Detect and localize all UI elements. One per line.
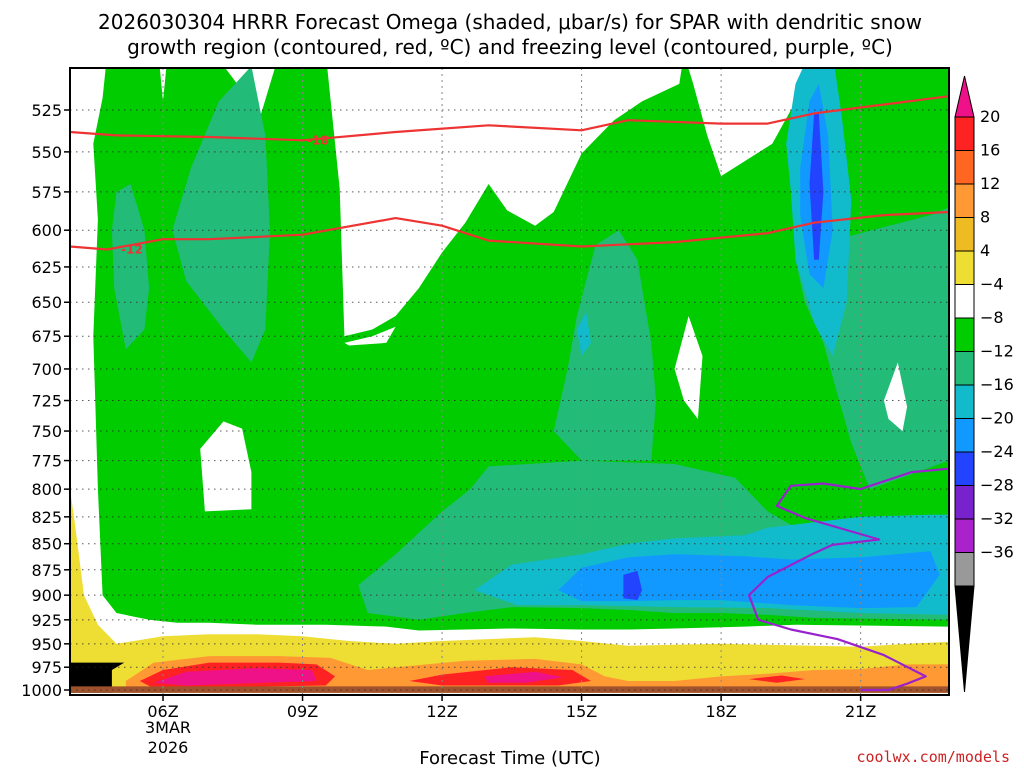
omega-region-magenta [153, 668, 317, 686]
y-axis-pressure: 525 550 575 600 625 650 675 700 725 750 775 800 825 8… [21, 101, 70, 700]
site-credit: coolwx.com/models [856, 748, 1010, 766]
y-tick-label: 550 [31, 143, 62, 162]
plot-frame [69, 67, 950, 696]
omega-region-magenta [483, 671, 563, 683]
y-tick-label: 950 [31, 635, 62, 654]
y-tick-label: 825 [31, 508, 62, 527]
colorbar-swatch [954, 183, 975, 218]
x-tick-label: 06Z [147, 702, 178, 721]
x-tick-label: 12Z [426, 702, 457, 721]
y-tick-label: 900 [31, 586, 62, 605]
y-tick-label: 600 [31, 221, 62, 240]
date-label-day: 3MAR [145, 718, 191, 737]
y-tick-label: 975 [31, 658, 62, 677]
x-axis-title: Forecast Time (UTC) [419, 748, 600, 768]
colorbar-swatch [954, 451, 975, 486]
colorbar-label: −24 [980, 442, 1014, 461]
y-tick-label: 650 [31, 293, 62, 312]
contour-line [747, 467, 949, 692]
colorbar-swatch [954, 284, 975, 319]
colorbar-label: −12 [980, 342, 1014, 361]
y-tick-label: 800 [31, 480, 62, 499]
colorbar-label: 4 [980, 241, 990, 260]
omega-region-neutral [883, 362, 908, 432]
colorbar-label: −16 [980, 375, 1014, 394]
y-tick-label: 925 [31, 611, 62, 630]
plot-area: -18 -12 [69, 67, 950, 696]
colorbar-swatch [954, 217, 975, 252]
colorbar-label: −28 [980, 476, 1014, 495]
y-tick-label: 750 [31, 422, 62, 441]
colorbar-swatch [954, 150, 975, 185]
y-tick-label: 700 [31, 360, 62, 379]
y-tick-label: 850 [31, 535, 62, 554]
contour-label: -12 [121, 242, 143, 256]
x-axis-time: 06Z 09Z 12Z 15Z 18Z 21Z [147, 695, 876, 721]
omega-region-brown [70, 686, 949, 693]
omega-region-cyan [576, 311, 591, 356]
y-tick-label: 775 [31, 452, 62, 471]
chart-title-line-2: growth region (contoured, red, ºC) and f… [127, 35, 893, 59]
omega-region-seagreen [553, 230, 656, 461]
omega-region-blue [558, 551, 940, 609]
y-tick-label: 1000 [21, 681, 62, 700]
colorbar-swatch [954, 384, 975, 419]
y-tick-label: 575 [31, 183, 62, 202]
chart-title-line-1: 2026030304 HRRR Forecast Omega (shaded, … [98, 10, 922, 34]
colorbar-swatch [954, 116, 975, 151]
omega-region-yellow [70, 489, 949, 693]
colorbar-swatch [954, 317, 975, 352]
omega-region-red [749, 675, 805, 683]
colorbar-label: 8 [980, 208, 990, 227]
y-tick-label: 525 [31, 101, 62, 120]
y-tick-label: 675 [31, 327, 62, 346]
omega-region-neutral [344, 326, 396, 346]
omega-region-seagreen [172, 68, 270, 363]
y-tick-label: 625 [31, 258, 62, 277]
colorbar-swatch [954, 418, 975, 453]
omega-shading [70, 68, 949, 693]
x-tick-label: 21Z [845, 702, 876, 721]
colorbar-label: 16 [980, 141, 1000, 160]
colorbar-label: −20 [980, 409, 1014, 428]
colorbar-swatch [954, 485, 975, 520]
colorbar-bottom-arrow [954, 585, 975, 693]
colorbar-swatch [954, 518, 975, 553]
colorbar-label: −36 [980, 543, 1014, 562]
omega-region-neutral [674, 316, 703, 419]
x-tick-label: 18Z [705, 702, 736, 721]
colorbar-legend: 20 16 12 8 4 −4 −8 −12 −16 −20 −24 −28 −32 −36 [954, 75, 1014, 693]
contour-label: -18 [307, 133, 329, 147]
contour-line [70, 95, 949, 142]
omega-region-darkblue [623, 570, 642, 601]
colorbar-label: −32 [980, 509, 1014, 528]
colorbar-swatch [954, 351, 975, 386]
colorbar-top-arrow [954, 75, 975, 118]
colorbar-label: −8 [980, 308, 1004, 327]
x-tick-label: 15Z [566, 702, 597, 721]
contour-lines: -18 -12 [70, 95, 949, 692]
date-label-year: 2026 [148, 738, 189, 757]
y-tick-label: 725 [31, 392, 62, 411]
contour-line [70, 210, 949, 251]
colorbar-swatch [954, 552, 975, 587]
colorbar-label: 20 [980, 107, 1000, 126]
y-tick-label: 875 [31, 561, 62, 580]
colorbar-label: 12 [980, 174, 1000, 193]
x-tick-label: 09Z [287, 702, 318, 721]
colorbar-label: −4 [980, 275, 1004, 294]
colorbar-swatch [954, 250, 975, 285]
